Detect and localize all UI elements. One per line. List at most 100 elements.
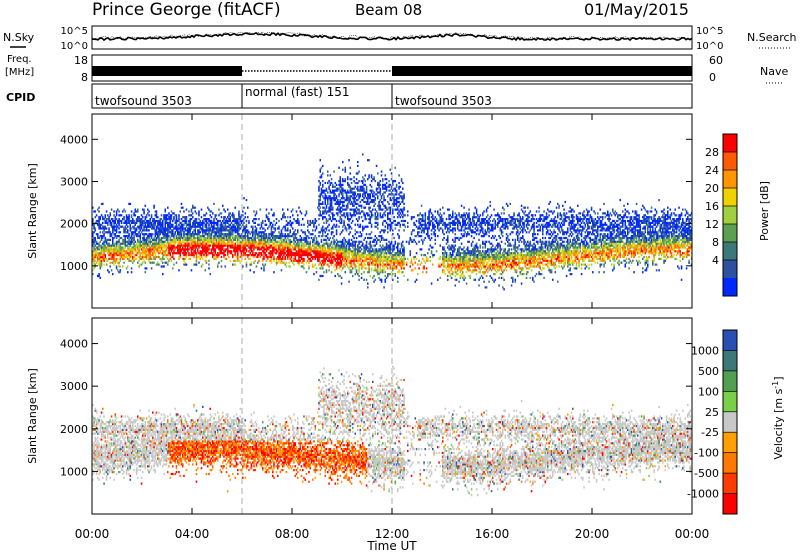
- heatmap-cell: [102, 235, 104, 238]
- heatmap-cell: [402, 259, 404, 262]
- heatmap-cell: [99, 235, 102, 238]
- heatmap-cell: [260, 246, 263, 249]
- heatmap-cell: [143, 229, 145, 232]
- heatmap-cell: [320, 238, 323, 241]
- heatmap-cell: [188, 238, 190, 241]
- heatmap-cell: [339, 178, 342, 181]
- heatmap-cell: [324, 189, 327, 192]
- heatmap-cell: [428, 235, 430, 238]
- heatmap-cell: [400, 242, 403, 245]
- heatmap-cell: [165, 236, 168, 240]
- heatmap-cell: [277, 236, 279, 240]
- heatmap-cell: [132, 252, 134, 255]
- heatmap-cell: [360, 210, 363, 213]
- heatmap-cell: [324, 254, 327, 257]
- heatmap-cell: [434, 229, 437, 232]
- heatmap-cell: [394, 227, 397, 230]
- heatmap-cell: [203, 254, 205, 257]
- heatmap-cell: [347, 191, 349, 194]
- heatmap-cell: [420, 223, 423, 226]
- heatmap-cell: [267, 240, 269, 243]
- heatmap-cell: [412, 240, 414, 243]
- heatmap-cell: [380, 174, 383, 177]
- heatmap-cell: [219, 229, 222, 232]
- heatmap-cell: [439, 216, 442, 219]
- heatmap-cell: [337, 261, 339, 264]
- heatmap-cell: [152, 248, 154, 251]
- heatmap-cell: [327, 202, 329, 205]
- heatmap-cell: [124, 255, 127, 259]
- heatmap-cell: [150, 227, 153, 230]
- heatmap-cell: [364, 252, 367, 255]
- heatmap-cell: [403, 197, 405, 200]
- heatmap-cell: [400, 219, 403, 223]
- heatmap-cell: [252, 229, 254, 232]
- heatmap-cell: [329, 195, 332, 198]
- heatmap-cell: [354, 257, 357, 260]
- heatmap-cell: [179, 248, 182, 251]
- heatmap-cell: [330, 204, 333, 207]
- heatmap-cell: [335, 229, 338, 232]
- heatmap-cell: [159, 219, 162, 223]
- heatmap-cell: [172, 240, 174, 243]
- heatmap-cell: [324, 231, 327, 234]
- heatmap-cell: [360, 180, 363, 183]
- heatmap-cell: [379, 191, 382, 194]
- heatmap-cell: [290, 210, 293, 213]
- heatmap-cell: [333, 214, 335, 217]
- heatmap-cell: [382, 248, 384, 251]
- heatmap-cell: [350, 178, 353, 181]
- heatmap-cell: [368, 248, 370, 251]
- heatmap-cell: [323, 252, 325, 255]
- heatmap-cell: [362, 265, 364, 268]
- heatmap-cell: [184, 257, 187, 260]
- heatmap-cell: [208, 227, 210, 230]
- heatmap-cell: [172, 252, 174, 255]
- heatmap-cell: [279, 254, 282, 257]
- heatmap-cell: [194, 227, 197, 230]
- heatmap-cell: [319, 159, 322, 162]
- heatmap-cell: [187, 244, 189, 247]
- heatmap-cell: [289, 248, 292, 251]
- heatmap-cell: [382, 183, 384, 186]
- heatmap-cell: [398, 252, 400, 255]
- heatmap-cell: [375, 164, 378, 167]
- heatmap-cell: [313, 240, 315, 243]
- heatmap-cell: [119, 246, 122, 249]
- heatmap-cell: [114, 252, 117, 255]
- heatmap-cell: [372, 259, 374, 262]
- heatmap-cell: [160, 238, 163, 241]
- heatmap-cell: [290, 248, 293, 251]
- heatmap-cell: [112, 229, 114, 232]
- heatmap-cell: [290, 257, 293, 260]
- heatmap-cell: [187, 235, 189, 238]
- heatmap-cell: [398, 185, 400, 188]
- heatmap-cell: [287, 254, 289, 257]
- heatmap-cell: [93, 259, 95, 262]
- heatmap-cell: [340, 255, 343, 259]
- heatmap-cell: [245, 263, 248, 266]
- heatmap-cell: [289, 250, 292, 253]
- heatmap-cell: [307, 235, 309, 238]
- heatmap-cell: [112, 225, 114, 228]
- heatmap-cell: [250, 250, 253, 253]
- heatmap-cell: [238, 227, 240, 230]
- heatmap-cell: [364, 206, 367, 209]
- heatmap-cell: [132, 236, 134, 240]
- heatmap-cell: [383, 267, 385, 270]
- heatmap-cell: [194, 223, 197, 226]
- heatmap-cell: [93, 255, 95, 259]
- heatmap-cell: [313, 265, 315, 268]
- heatmap-cell: [109, 238, 112, 241]
- heatmap-cell: [337, 206, 339, 209]
- heatmap-cell: [298, 246, 300, 249]
- heatmap-cell: [147, 229, 149, 232]
- heatmap-cell: [324, 246, 327, 249]
- heatmap-cell: [344, 227, 347, 230]
- heatmap-cell: [358, 242, 360, 245]
- heatmap-cell: [340, 218, 343, 221]
- heatmap-cell: [324, 252, 327, 255]
- heatmap-cell: [365, 240, 368, 243]
- heatmap-cell: [413, 216, 415, 219]
- heatmap-cell: [144, 248, 147, 251]
